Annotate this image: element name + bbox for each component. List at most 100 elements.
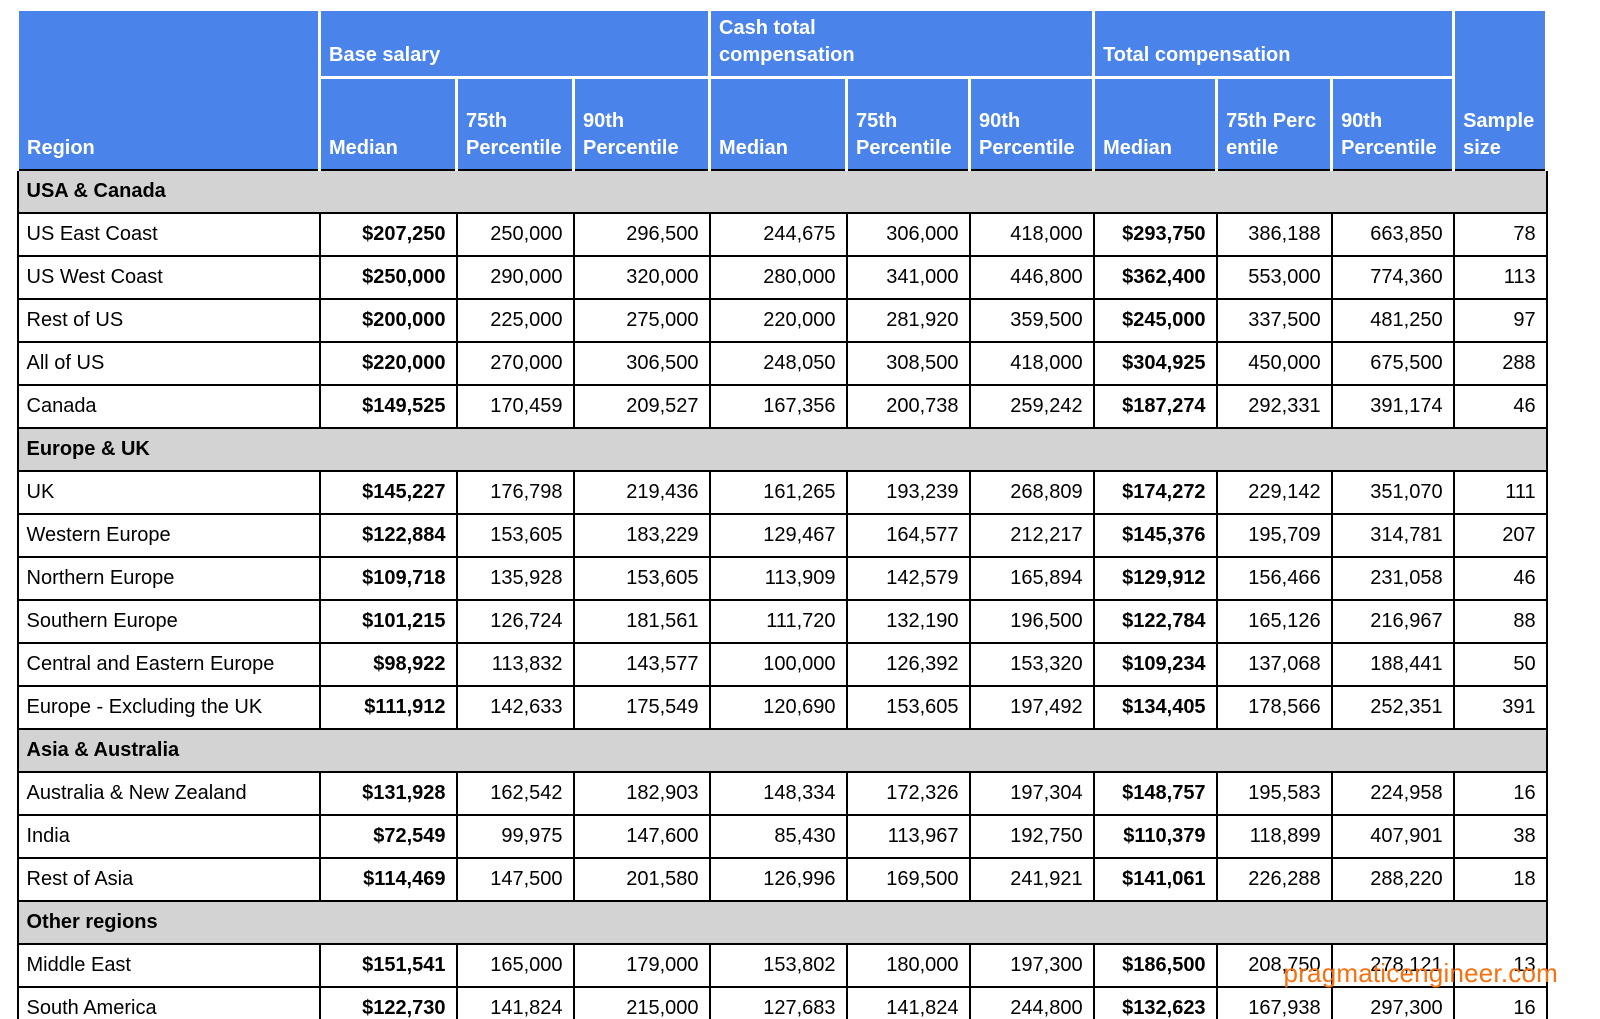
value-cell: 308,500 [845,340,971,386]
value-cell: 197,304 [968,770,1095,816]
value-cell: 224,958 [1330,770,1455,816]
table-row: Northern Europe $109,718 135,928 153,605 113… [16,555,1548,601]
value-cell: $101,215 [318,598,458,644]
sample-size-cell: 391 [1452,684,1548,730]
sample-size-cell: 16 [1452,770,1548,816]
value-cell: 201,580 [572,856,711,902]
region-cell: Australia & New Zealand [16,770,321,816]
value-cell: 167,938 [1215,985,1333,1019]
value-cell: $151,541 [318,942,458,988]
value-cell: 165,000 [455,942,575,988]
table-row: US East Coast $207,250 250,000 296,500 244,6… [16,211,1548,257]
value-cell: 99,975 [455,813,575,859]
value-cell: $122,730 [318,985,458,1019]
value-cell: 169,500 [845,856,971,902]
sample-size-cell: 113 [1452,254,1548,300]
section-row: Other regions [16,899,1548,945]
region-cell: Middle East [16,942,321,988]
column-header-base-median: Median [318,76,458,171]
region-cell: Rest of US [16,297,321,343]
value-cell: 182,903 [572,770,711,816]
value-cell: $293,750 [1092,211,1218,257]
value-cell: 193,239 [845,469,971,515]
sample-size-cell: 16 [1452,985,1548,1019]
section-row: USA & Canada [16,168,1548,214]
value-cell: 100,000 [708,641,848,687]
value-cell: 208,750 [1215,942,1333,988]
value-cell: $122,884 [318,512,458,558]
region-cell: South America [16,985,321,1019]
value-cell: $122,784 [1092,598,1218,644]
value-cell: 320,000 [572,254,711,300]
value-cell: 774,360 [1330,254,1455,300]
value-cell: $110,379 [1092,813,1218,859]
table-row: Rest of US $200,000 225,000 275,000 220,000 2… [16,297,1548,343]
value-cell: 281,920 [845,297,971,343]
region-cell: Northern Europe [16,555,321,601]
group-header-base-salary: Base salary [317,8,712,79]
section-label: USA & Canada [16,168,1548,214]
value-cell: 170,459 [455,383,575,429]
table-row: Middle East $151,541 165,000 179,000 153,802… [16,942,1548,988]
value-cell: $111,912 [318,684,458,730]
value-cell: 195,583 [1215,770,1333,816]
value-cell: 164,577 [845,512,971,558]
value-cell: 147,600 [572,813,711,859]
value-cell: 175,549 [572,684,711,730]
sample-size-cell: 97 [1452,297,1548,343]
value-cell: 407,901 [1330,813,1455,859]
sample-size-cell: 46 [1452,555,1548,601]
table-row: Canada $149,525 170,459 209,527 167,356 200,7… [16,383,1548,429]
column-header-cash-median: Median [708,76,849,171]
value-cell: 153,802 [708,942,848,988]
value-cell: 386,188 [1215,211,1333,257]
compensation-table: Region Base salary Cash total compensati… [16,8,1549,1019]
value-cell: 165,894 [968,555,1095,601]
section-row: Europe & UK [16,426,1548,472]
value-cell: 306,500 [572,340,711,386]
value-cell: 259,242 [968,383,1095,429]
value-cell: 111,720 [708,598,848,644]
value-cell: $186,500 [1092,942,1218,988]
value-cell: 241,921 [968,856,1095,902]
column-header-cash-90th: 90th Percentile [968,76,1096,171]
value-cell: 176,798 [455,469,575,515]
value-cell: 143,577 [572,641,711,687]
region-cell: Rest of Asia [16,856,321,902]
value-cell: $114,469 [318,856,458,902]
value-cell: 268,809 [968,469,1095,515]
value-cell: 553,000 [1215,254,1333,300]
value-cell: 209,527 [572,383,711,429]
value-cell: 126,996 [708,856,848,902]
table-row: All of US $220,000 270,000 306,500 248,050 30… [16,340,1548,386]
value-cell: 248,050 [708,340,848,386]
table-row: US West Coast $250,000 290,000 320,000 280,0… [16,254,1548,300]
value-cell: 244,675 [708,211,848,257]
region-cell: Southern Europe [16,598,321,644]
sample-size-cell: 88 [1452,598,1548,644]
value-cell: 147,500 [455,856,575,902]
value-cell: 137,068 [1215,641,1333,687]
sample-size-cell: 78 [1452,211,1548,257]
value-cell: $174,272 [1092,469,1218,515]
value-cell: 663,850 [1330,211,1455,257]
value-cell: 215,000 [572,985,711,1019]
table-row: Western Europe $122,884 153,605 183,229 129,… [16,512,1548,558]
value-cell: 288,220 [1330,856,1455,902]
value-cell: 418,000 [968,211,1095,257]
value-cell: 297,300 [1330,985,1455,1019]
value-cell: 200,738 [845,383,971,429]
value-cell: 178,566 [1215,684,1333,730]
value-cell: 418,000 [968,340,1095,386]
table-row: UK $145,227 176,798 219,436 161,265 193,239 26… [16,469,1548,515]
sample-size-cell: 207 [1452,512,1548,558]
value-cell: $220,000 [318,340,458,386]
value-cell: 196,500 [968,598,1095,644]
value-cell: 172,326 [845,770,971,816]
value-cell: 197,300 [968,942,1095,988]
group-header-cash-total-compensation: Cash total compensation [708,8,1096,79]
region-cell: US West Coast [16,254,321,300]
sample-size-cell: 38 [1452,813,1548,859]
value-cell: 292,331 [1215,383,1333,429]
